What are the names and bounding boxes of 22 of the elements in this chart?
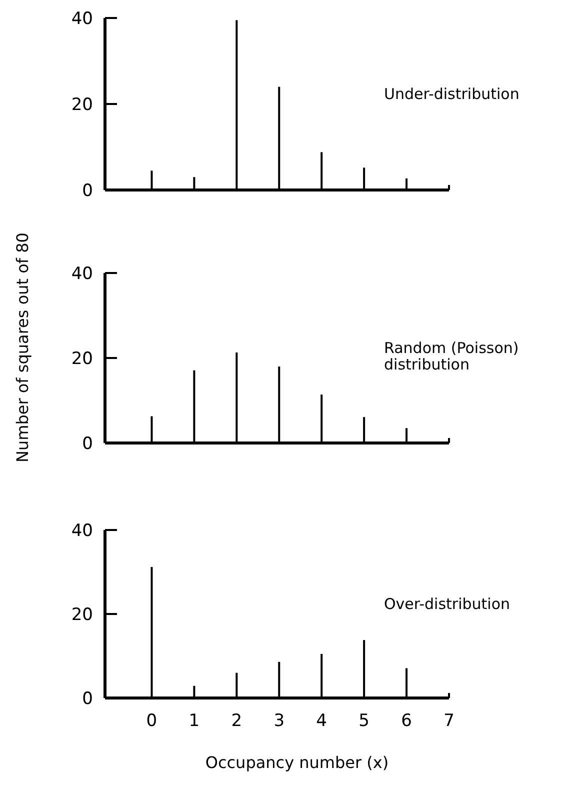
y-tick-label: 40 (71, 520, 93, 541)
x-tick-label: 2 (231, 711, 242, 731)
annotation: Under-distribution (384, 84, 520, 103)
y-tick-label: 40 (71, 8, 93, 29)
y-tick-label: 20 (71, 94, 93, 115)
annotation: Over-distribution (384, 594, 510, 613)
x-tick-label: 1 (188, 711, 200, 731)
x-tick-label: 3 (274, 711, 285, 731)
x-axis-title: Occupancy number (x) (205, 753, 389, 772)
x-tick-label: 4 (316, 711, 328, 731)
y-tick-label: 20 (71, 348, 93, 369)
y-tick-label: 40 (71, 264, 93, 284)
annotation: Random (Poisson) distribution (384, 338, 519, 374)
y-tick-label: 0 (82, 434, 93, 454)
x-tick-label: 0 (146, 711, 158, 731)
x-tick-label: 5 (358, 711, 370, 731)
x-tick-label: 7 (444, 711, 454, 731)
x-tick-label: 6 (401, 711, 412, 731)
y-tick-label: 0 (82, 688, 93, 709)
y-axis-title: Number of squares out of 80 (13, 232, 32, 462)
y-tick-label: 0 (82, 180, 93, 201)
y-tick-label: 20 (71, 604, 93, 625)
